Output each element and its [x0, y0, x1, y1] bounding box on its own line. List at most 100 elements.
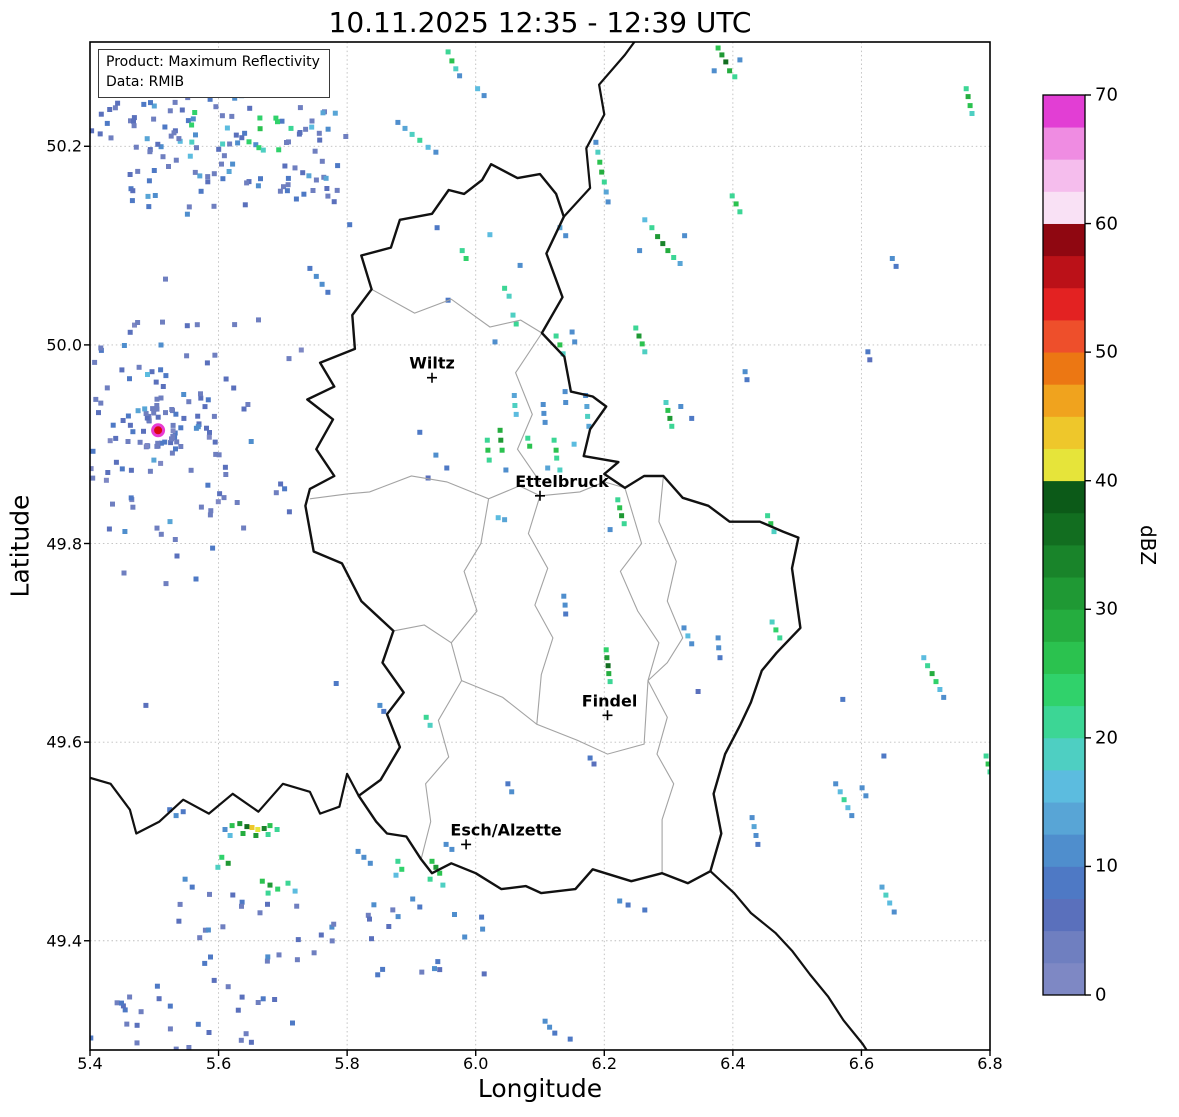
echo-cell	[605, 199, 611, 205]
echo-cell	[173, 411, 179, 417]
echo-cell	[107, 107, 113, 112]
x-tick-label: 6.4	[720, 1054, 746, 1073]
echo-cell	[933, 679, 939, 685]
echo-cell	[232, 95, 238, 101]
echo-cell	[711, 68, 717, 74]
echo-cell	[163, 373, 169, 379]
echo-cell	[234, 500, 240, 505]
echo-cell	[510, 312, 516, 318]
echo-cell	[196, 421, 202, 427]
echo-cell	[162, 439, 168, 445]
echo-cell	[242, 130, 248, 136]
colorbar-segment	[1043, 834, 1085, 867]
echo-cell	[244, 824, 250, 830]
echo-cell	[31, 324, 36, 329]
echo-cell	[198, 391, 203, 397]
national-border	[90, 772, 360, 835]
echo-cell	[135, 168, 141, 174]
echo-cell	[264, 958, 270, 964]
echo-cell	[122, 529, 128, 534]
echo-cell	[275, 119, 280, 125]
colorbar-segment	[1043, 95, 1085, 128]
echo-cell	[151, 457, 157, 463]
echo-cell	[567, 1036, 573, 1042]
echo-cell	[172, 537, 178, 542]
echo-cell	[143, 411, 149, 416]
echo-cell	[158, 367, 164, 373]
echo-cell	[173, 157, 179, 163]
echo-cell	[259, 878, 265, 884]
echo-cell	[606, 671, 612, 677]
echo-cell	[180, 809, 186, 815]
echo-cell	[399, 866, 405, 872]
echo-cell	[246, 139, 252, 145]
echo-cell	[167, 1026, 173, 1032]
echo-cell	[325, 193, 331, 199]
echo-cell	[227, 141, 233, 147]
echo-cell	[591, 761, 597, 767]
echo-cell	[733, 201, 739, 207]
echo-cell	[480, 926, 486, 932]
echo-cell	[184, 353, 190, 359]
echo-cell	[492, 339, 498, 345]
echo-cell	[586, 423, 592, 429]
colorbar-segment	[1043, 480, 1085, 514]
echo-cell	[114, 1000, 120, 1006]
echo-cell	[97, 131, 103, 137]
echo-cell	[257, 126, 263, 132]
echo-cell	[37, 407, 42, 412]
echo-cell	[485, 447, 491, 453]
echo-cell	[527, 443, 533, 449]
colorbar-segment	[1043, 737, 1085, 771]
district-border	[420, 498, 490, 860]
echo-cell	[395, 858, 401, 864]
echo-cell	[295, 937, 301, 943]
echo-cell	[921, 655, 927, 661]
echo-cell	[184, 323, 190, 329]
echo-cell	[660, 241, 666, 247]
echo-cell	[331, 921, 337, 927]
colorbar-segment	[1043, 770, 1085, 803]
echo-cell	[154, 525, 160, 531]
echo-cell	[449, 846, 455, 852]
colorbar-segment	[1043, 287, 1085, 321]
echo-cell	[135, 408, 141, 414]
echo-cell	[845, 805, 851, 811]
echo-cell	[202, 960, 208, 966]
echo-cell	[151, 410, 157, 416]
echo-cell	[158, 144, 164, 150]
echo-cell	[6, 454, 11, 459]
echo-cell	[255, 1000, 261, 1005]
echo-cell	[260, 996, 266, 1002]
echo-cell	[717, 655, 723, 661]
echo-cell	[202, 404, 208, 410]
echo-cell	[677, 261, 683, 266]
echo-cell	[452, 912, 457, 917]
echo-cell	[74, 358, 79, 363]
echo-cell	[963, 86, 969, 92]
echo-cell	[163, 276, 168, 282]
echo-cell	[168, 440, 174, 446]
echo-cell	[571, 441, 577, 447]
city-label: Findel	[582, 691, 638, 710]
echo-cell	[604, 655, 610, 661]
echo-cell	[192, 110, 198, 115]
echo-cell	[479, 914, 485, 920]
echo-cell	[225, 860, 231, 866]
echo-cell	[678, 404, 684, 409]
echo-cell	[597, 159, 603, 165]
echo-cell	[181, 415, 187, 421]
echo-cell	[453, 66, 459, 72]
echo-cell	[265, 954, 271, 960]
echo-cell	[265, 890, 271, 896]
colorbar-segment	[1043, 962, 1085, 996]
echo-cell	[153, 379, 159, 385]
echo-cell	[434, 225, 440, 231]
echo-cell	[286, 356, 292, 362]
plot-frame	[89, 41, 991, 1051]
echo-cell	[255, 183, 261, 189]
y-tick-label: 49.4	[46, 931, 82, 951]
echo-cell	[36, 365, 41, 370]
echo-cell	[723, 59, 729, 65]
echo-cell	[929, 671, 935, 677]
